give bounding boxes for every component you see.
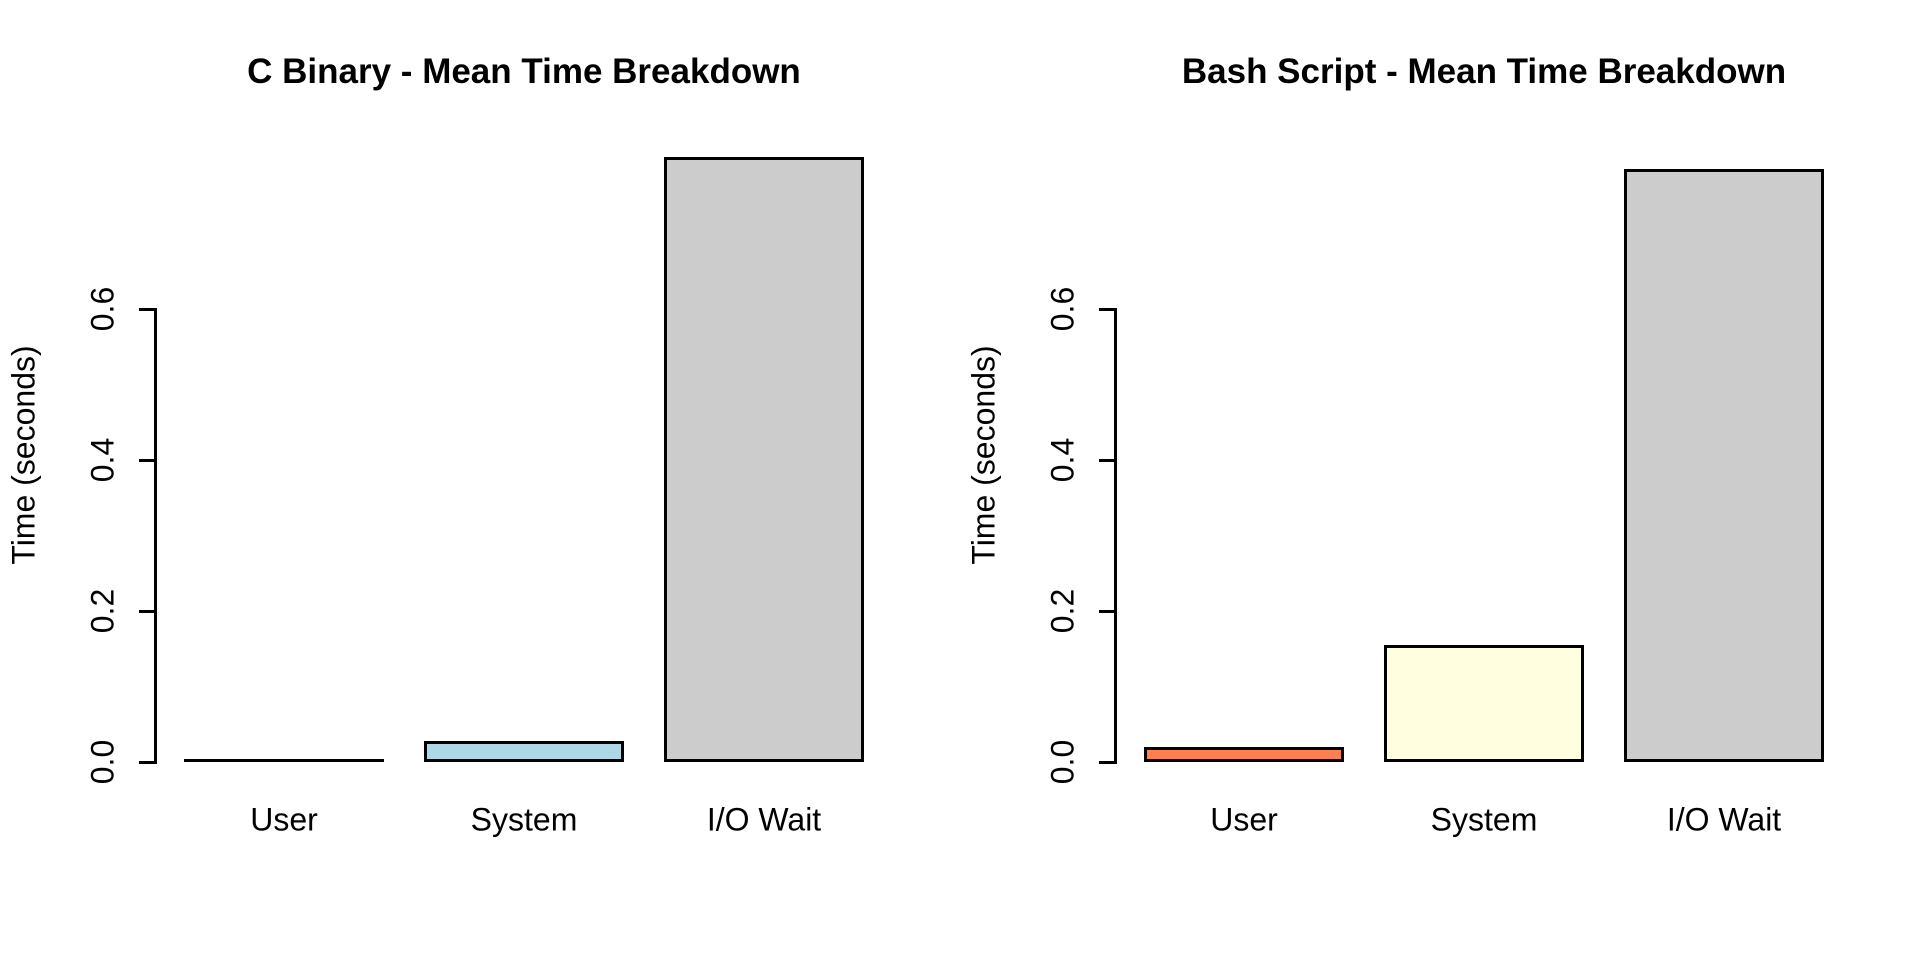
category-label-system: System bbox=[470, 801, 578, 838]
y-axis-label: Time (seconds) bbox=[5, 345, 42, 565]
y-axis-tick bbox=[1099, 609, 1115, 613]
chart-panel-bash-script: Bash Script - Mean Time Breakdown Time (… bbox=[960, 0, 1920, 960]
y-axis-tick-label: 0.2 bbox=[84, 588, 121, 634]
y-axis-tick-label: 0.6 bbox=[1044, 286, 1081, 332]
y-axis-tick bbox=[139, 307, 155, 311]
bar-user bbox=[184, 759, 384, 762]
bar-system bbox=[1384, 645, 1584, 762]
y-axis-tick bbox=[139, 458, 155, 462]
y-axis-tick-label: 0.0 bbox=[1044, 739, 1081, 785]
y-axis-tick bbox=[139, 609, 155, 613]
y-axis-tick-label: 0.2 bbox=[1044, 588, 1081, 634]
y-axis-tick-label: 0.4 bbox=[1044, 437, 1081, 483]
y-axis-tick bbox=[1099, 760, 1115, 764]
y-axis-tick-label: 0.4 bbox=[84, 437, 121, 483]
y-axis-tick-label: 0.6 bbox=[84, 286, 121, 332]
category-label-i-o-wait: I/O Wait bbox=[706, 801, 822, 838]
bar-i-o-wait bbox=[664, 157, 864, 762]
bar-user bbox=[1144, 747, 1344, 762]
bar-system bbox=[424, 741, 624, 762]
chart-title: Bash Script - Mean Time Breakdown bbox=[1181, 52, 1787, 91]
category-label-user: User bbox=[1210, 801, 1278, 838]
category-label-i-o-wait: I/O Wait bbox=[1666, 801, 1782, 838]
category-label-system: System bbox=[1430, 801, 1538, 838]
y-axis-line bbox=[1114, 308, 1117, 764]
y-axis-line bbox=[154, 308, 157, 764]
bar-i-o-wait bbox=[1624, 169, 1824, 762]
chart-title: C Binary - Mean Time Breakdown bbox=[247, 52, 801, 91]
y-axis-tick bbox=[1099, 458, 1115, 462]
y-axis-tick bbox=[1099, 307, 1115, 311]
y-axis-tick-label: 0.0 bbox=[84, 739, 121, 785]
chart-panel-c-binary: C Binary - Mean Time Breakdown Time (sec… bbox=[5, 52, 864, 838]
category-label-user: User bbox=[250, 801, 318, 838]
y-axis-label: Time (seconds) bbox=[965, 345, 1002, 565]
y-axis-tick bbox=[139, 760, 155, 764]
